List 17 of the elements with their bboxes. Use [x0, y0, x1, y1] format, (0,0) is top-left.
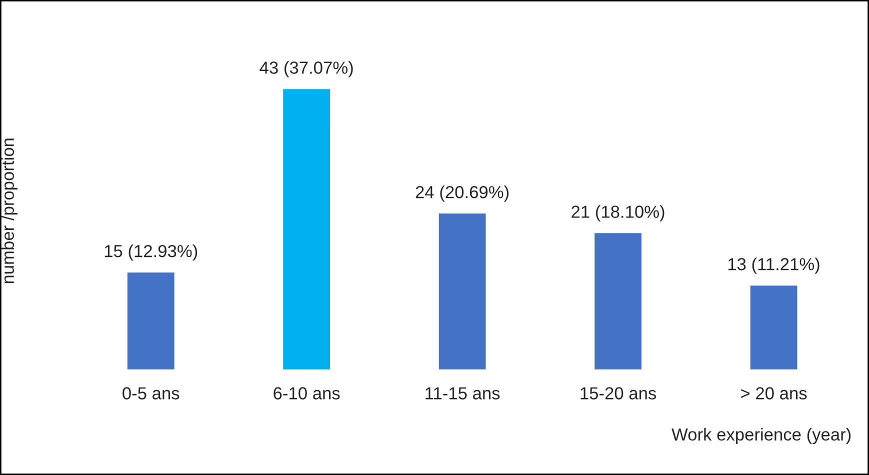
- data-label: 15 (12.93%): [104, 244, 198, 261]
- data-label: 24 (20.69%): [416, 186, 509, 202]
- bar: [593, 232, 643, 370]
- bar: [437, 212, 488, 370]
- bar: [126, 271, 176, 370]
- x-tick-label: 11-15 ans: [426, 387, 500, 400]
- x-tick-label: 6-10 ans: [274, 387, 340, 400]
- data-label: 13 (11.21%): [728, 258, 820, 274]
- bar: [748, 284, 799, 370]
- y-axis-title: number /proportion: [1, 138, 18, 284]
- data-label: 43 (37.07%): [260, 61, 353, 78]
- bar: [282, 88, 332, 370]
- x-axis-title: Work experience (year): [672, 428, 851, 444]
- x-tick-label: > 20 ans: [741, 387, 807, 400]
- x-tick-label: 15-20 ans: [580, 387, 656, 400]
- x-tick-label: 0-5 ans: [122, 387, 180, 400]
- data-label: 21 (18.10%): [572, 205, 664, 222]
